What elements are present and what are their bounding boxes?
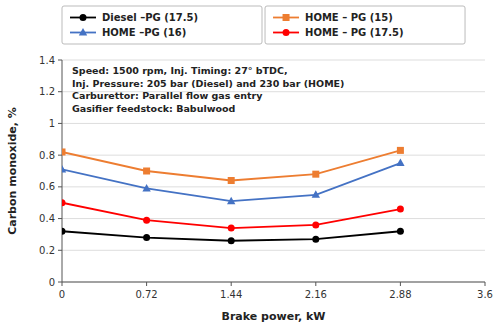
legend-label: HOME – PG (17.5) xyxy=(305,27,403,38)
tick-mark xyxy=(400,282,401,286)
point xyxy=(228,237,235,244)
tick-label: 0.2 xyxy=(39,245,55,256)
tick-mark xyxy=(231,282,232,286)
point xyxy=(143,168,150,175)
chart: 0 0.2 0.4 0.6 0.8 1 1.2 1.4 0 0.72 1.44 2.16 2.88 3.6… xyxy=(0,0,500,334)
x-axis xyxy=(62,282,485,283)
tick-label: 0.72 xyxy=(135,289,157,300)
legend-box xyxy=(265,6,465,44)
tick-label: 1.2 xyxy=(39,86,55,97)
point xyxy=(62,165,66,173)
point xyxy=(397,206,404,213)
tick-label: 2.88 xyxy=(389,289,411,300)
tick-mark xyxy=(315,282,316,286)
legend-label: HOME –PG (16) xyxy=(102,27,186,38)
point xyxy=(312,236,319,243)
grid-line xyxy=(62,218,485,219)
point xyxy=(62,228,66,235)
grid-line xyxy=(62,60,485,61)
grid-line xyxy=(62,250,485,251)
point xyxy=(312,221,319,228)
point xyxy=(397,228,404,235)
annotation: Gasifier feedstock: Babulwood xyxy=(72,103,235,114)
legend-label: HOME – PG (15) xyxy=(305,12,393,23)
line xyxy=(62,163,400,201)
tick-label: 2.16 xyxy=(305,289,327,300)
point xyxy=(62,148,66,155)
y-axis-label: Carbon monoxide, % xyxy=(6,107,19,235)
tick-label: 0.8 xyxy=(39,150,55,161)
tick-mark xyxy=(58,186,62,187)
tick-mark xyxy=(58,60,62,61)
point xyxy=(227,197,235,205)
x-axis-label: Brake power, kW xyxy=(222,310,326,323)
grid-line xyxy=(62,123,485,124)
tick-label: 0 xyxy=(59,289,65,300)
legend-marker xyxy=(283,14,290,21)
legend-marker xyxy=(80,14,87,21)
legend: HOME – PG (15) HOME – PG (17.5) xyxy=(265,6,465,44)
tick-label: 0 xyxy=(49,277,55,288)
plot-data xyxy=(62,147,405,244)
point xyxy=(143,234,150,241)
line xyxy=(62,203,400,228)
tick-label: 0.6 xyxy=(39,181,55,192)
legend-label: Diesel –PG (17.5) xyxy=(102,12,198,23)
tick-mark xyxy=(146,282,147,286)
tick-mark xyxy=(58,155,62,156)
point xyxy=(312,190,320,198)
point xyxy=(397,147,404,154)
point xyxy=(62,199,66,206)
annotation: Speed: 1500 rpm, Inj. Timing: 27° bTDC, xyxy=(72,65,288,76)
legend-box xyxy=(62,6,262,44)
grid-line xyxy=(62,282,485,283)
line xyxy=(62,150,400,180)
point xyxy=(396,159,404,167)
tick-mark xyxy=(58,123,62,124)
tick-label: 0.4 xyxy=(39,213,55,224)
point xyxy=(228,225,235,232)
tick-mark xyxy=(62,282,63,286)
tick-mark xyxy=(58,250,62,251)
tick-mark xyxy=(58,218,62,219)
tick-label: 1.44 xyxy=(220,289,242,300)
point xyxy=(143,217,150,224)
tick-mark xyxy=(58,282,62,283)
legend-marker xyxy=(283,29,290,36)
tick-mark xyxy=(485,282,486,286)
tick-label: 3.6 xyxy=(477,289,493,300)
tick-label: 1 xyxy=(49,118,55,129)
grid-line xyxy=(62,155,485,156)
legend: Diesel –PG (17.5) HOME –PG (16) xyxy=(62,6,262,44)
grid xyxy=(62,60,485,282)
annotation: Carburettor: Parallel flow gas entry xyxy=(72,90,263,101)
grid-line xyxy=(62,186,485,187)
tick-mark xyxy=(58,91,62,92)
point xyxy=(228,177,235,184)
tick-label: 1.4 xyxy=(39,55,55,66)
annotation: Inj. Pressure: 205 bar (Diesel) and 230 … xyxy=(72,78,344,89)
point xyxy=(142,184,150,192)
legend-marker xyxy=(79,28,87,36)
point xyxy=(312,171,319,178)
